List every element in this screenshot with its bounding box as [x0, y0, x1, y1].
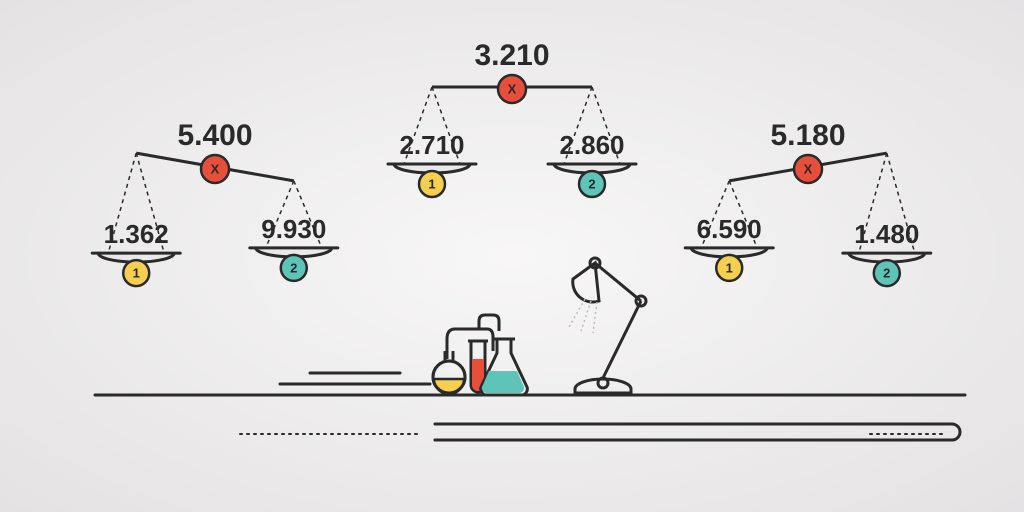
- scale-arm-value: 1.362: [76, 219, 196, 250]
- svg-text:X: X: [804, 162, 813, 177]
- scale-top-value: 5.400: [145, 119, 285, 153]
- svg-text:2: 2: [290, 260, 297, 275]
- svg-text:2: 2: [883, 266, 890, 281]
- svg-text:1: 1: [428, 177, 435, 192]
- scale-arm-value: 2.860: [532, 130, 652, 161]
- scale-arm-value: 9.930: [234, 214, 354, 245]
- svg-text:X: X: [508, 82, 517, 97]
- svg-text:X: X: [211, 162, 220, 177]
- scale-arm-value: 6.590: [669, 214, 789, 245]
- scale-arm-value: 1.480: [827, 219, 947, 250]
- svg-text:1: 1: [726, 260, 733, 275]
- svg-text:1: 1: [133, 266, 140, 281]
- svg-text:2: 2: [588, 177, 595, 192]
- scale-top-value: 3.210: [442, 39, 582, 73]
- infographic-stage: 5.400 1.362 9.930 X 1 2 3.210 2.710 2.860 X 1 2 5.18…: [0, 0, 1024, 512]
- desk-lamp: [555, 245, 685, 405]
- lab-glassware: [435, 305, 555, 415]
- scale-top-value: 5.180: [738, 119, 878, 153]
- scale-arm-value: 2.710: [372, 130, 492, 161]
